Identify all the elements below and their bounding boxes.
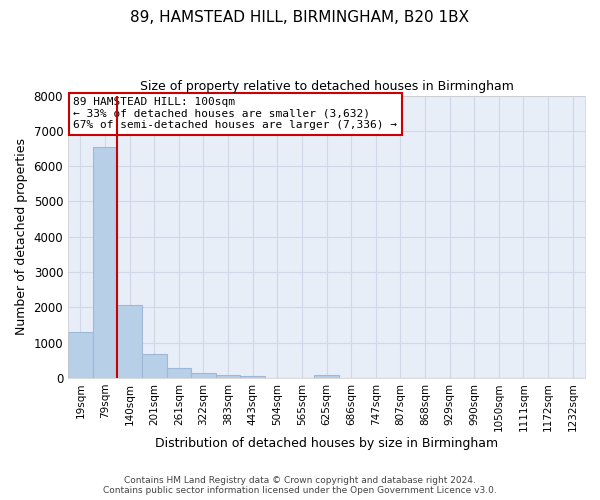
Y-axis label: Number of detached properties: Number of detached properties [15,138,28,335]
Bar [68,332,92,378]
Bar [314,374,339,378]
Bar [92,146,117,378]
Bar [216,375,241,378]
Bar [241,376,265,378]
Bar [117,305,142,378]
Bar [167,368,191,378]
Text: Contains HM Land Registry data © Crown copyright and database right 2024.
Contai: Contains HM Land Registry data © Crown c… [103,476,497,495]
Title: Size of property relative to detached houses in Birmingham: Size of property relative to detached ho… [140,80,514,93]
Text: 89, HAMSTEAD HILL, BIRMINGHAM, B20 1BX: 89, HAMSTEAD HILL, BIRMINGHAM, B20 1BX [130,10,470,25]
Text: 89 HAMSTEAD HILL: 100sqm
← 33% of detached houses are smaller (3,632)
67% of sem: 89 HAMSTEAD HILL: 100sqm ← 33% of detach… [73,97,397,130]
X-axis label: Distribution of detached houses by size in Birmingham: Distribution of detached houses by size … [155,437,498,450]
Bar [191,373,216,378]
Bar [142,354,167,378]
